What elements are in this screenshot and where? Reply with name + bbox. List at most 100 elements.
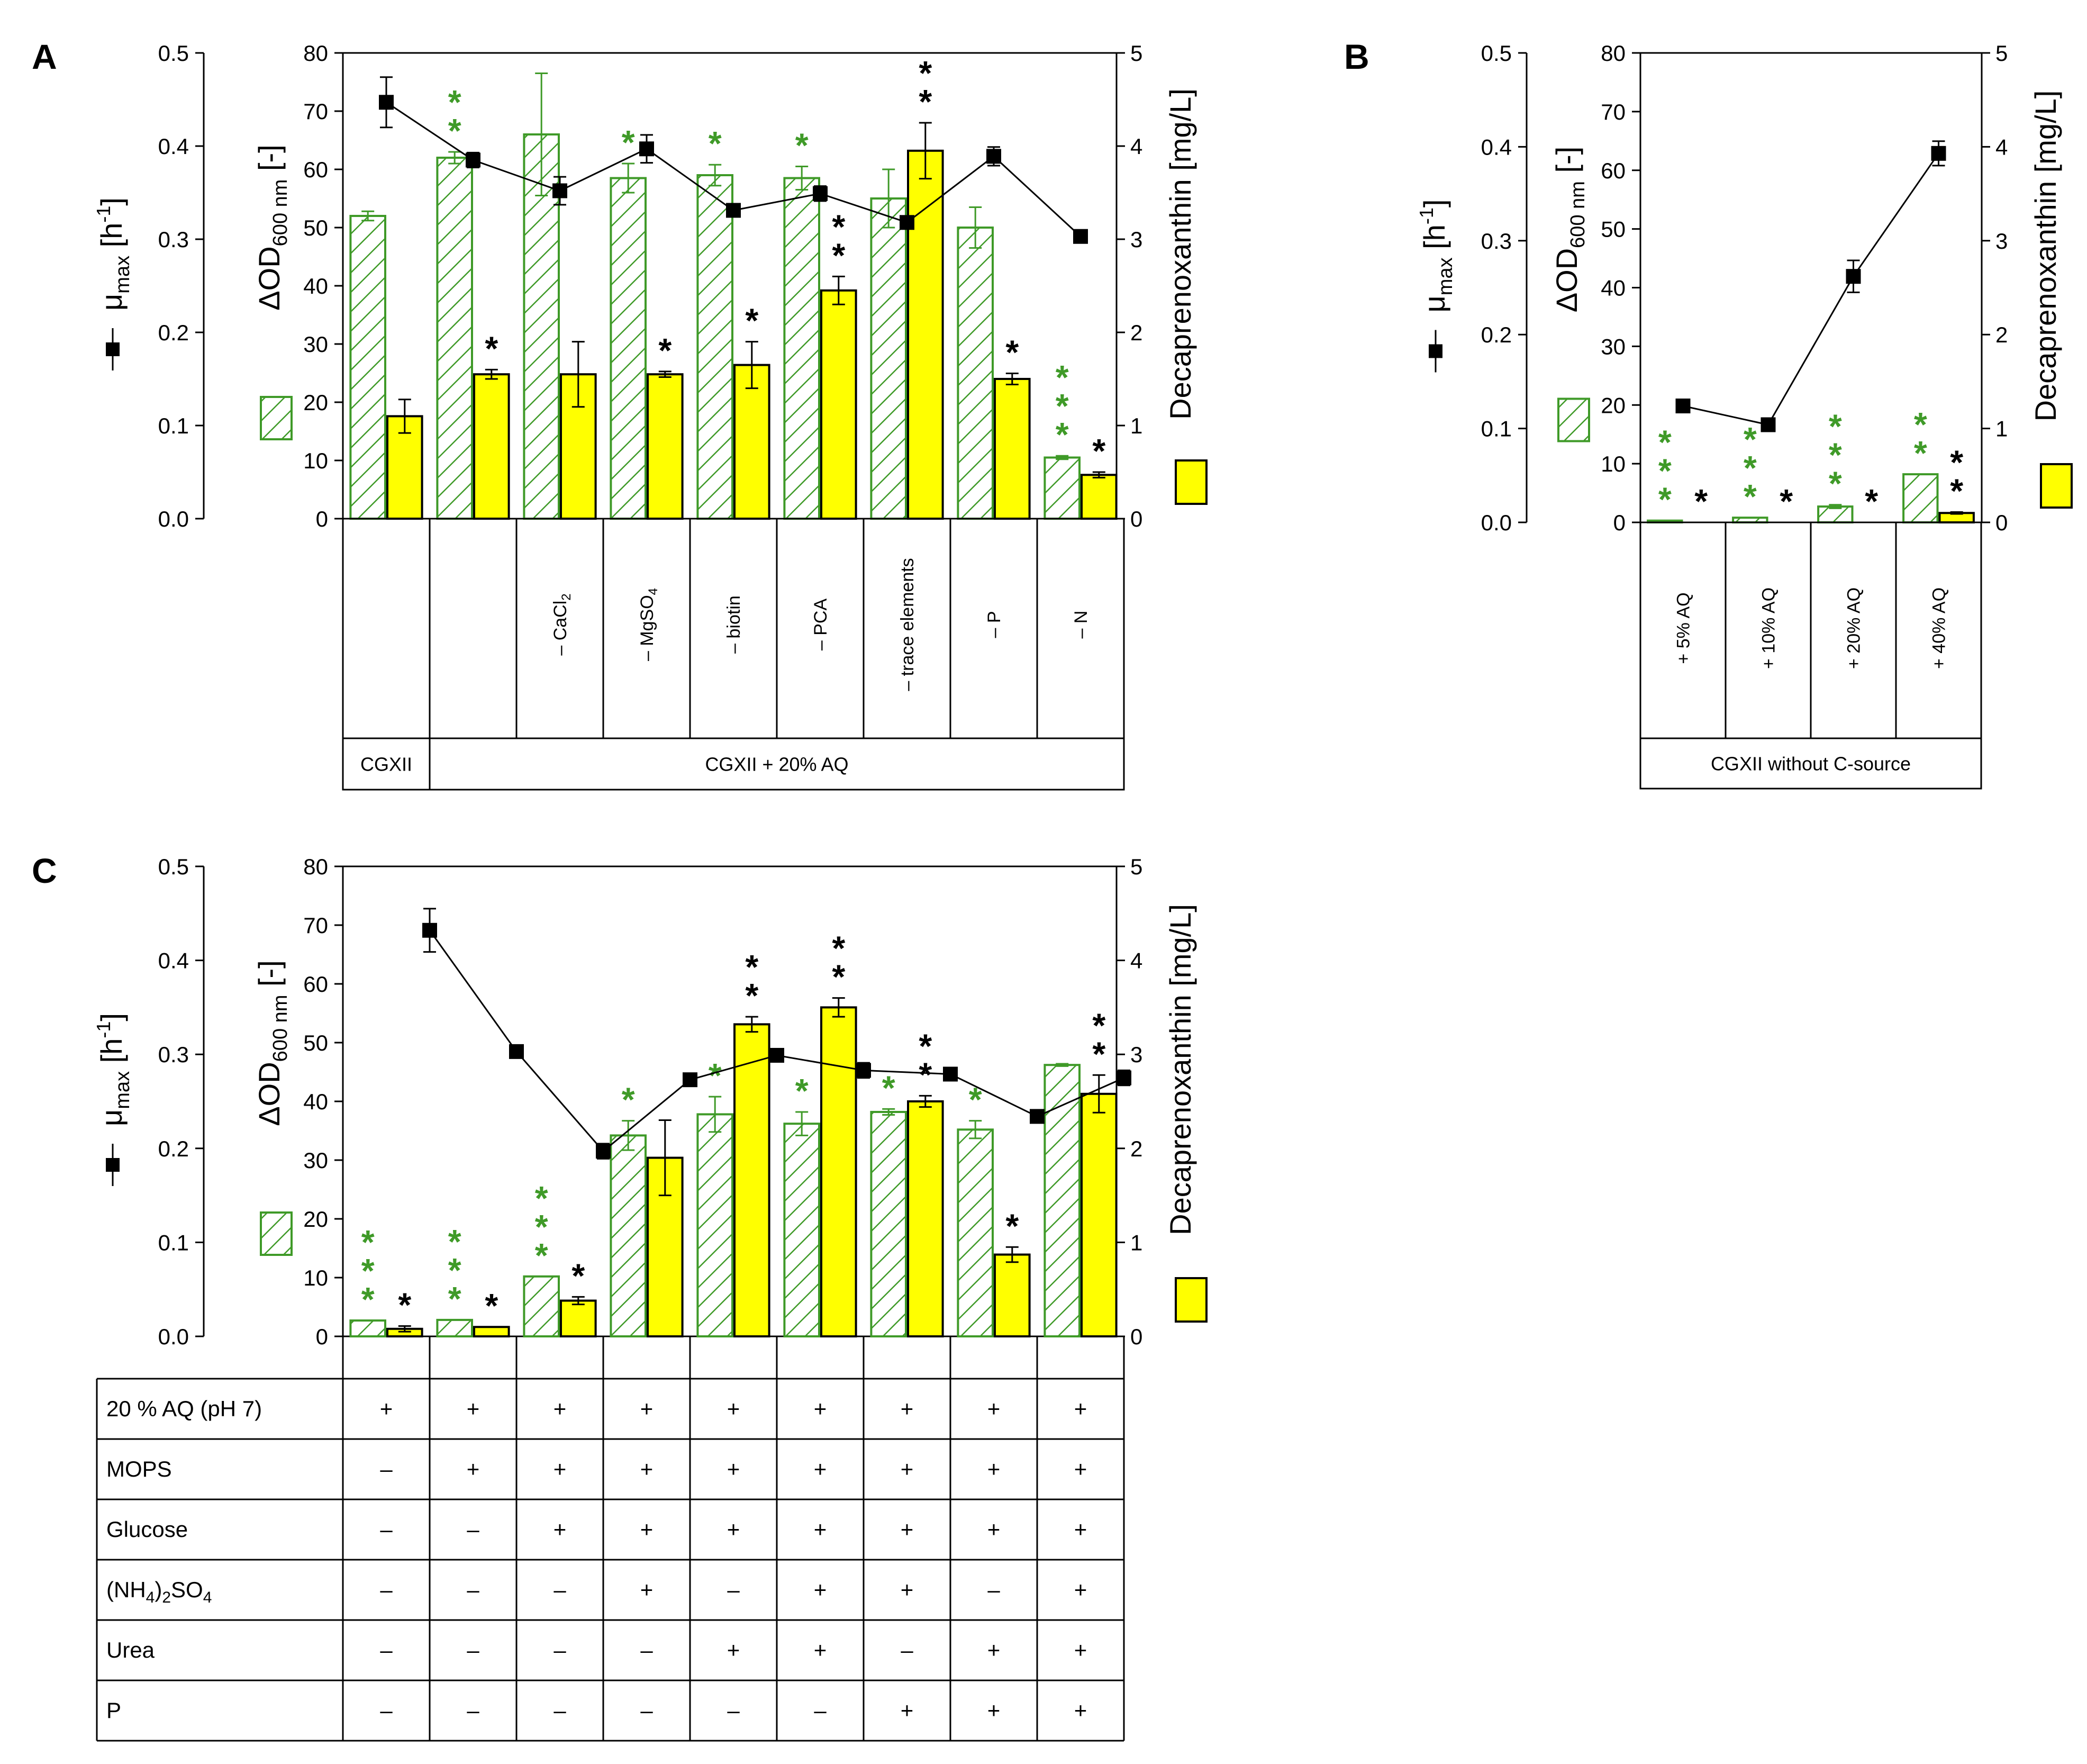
- deca-significance-star: *: [1865, 482, 1878, 520]
- od-significance-star: *: [1744, 420, 1757, 458]
- deca-significance-star: *: [919, 1055, 932, 1093]
- mu-tick-label: 0.5: [158, 854, 189, 879]
- table-cell: –: [467, 1577, 479, 1602]
- od-significance-star: *: [1658, 423, 1672, 462]
- panel-label: B: [1344, 37, 1369, 76]
- mu-point: [943, 1066, 958, 1082]
- table-row-label-text: ): [155, 1577, 162, 1602]
- od-legend-swatch: [260, 1211, 293, 1256]
- table-cell: +: [1074, 1457, 1087, 1481]
- deca-bar: [1081, 474, 1118, 520]
- deca-significance-star: *: [1780, 482, 1793, 520]
- od-significance-star: *: [622, 1081, 635, 1119]
- od-tick-label: 20: [303, 390, 328, 415]
- od-significance-star: *: [795, 126, 809, 165]
- od-significance-star: *: [1829, 465, 1842, 503]
- mu-tick-label: 0.0: [158, 1324, 189, 1349]
- od-significance-star: *: [1658, 481, 1672, 519]
- deca-tick-label: 0: [1130, 506, 1142, 531]
- mu-point: [1931, 146, 1946, 161]
- category-table: [342, 518, 1125, 791]
- deca-tick-label: 0: [1130, 1324, 1142, 1349]
- od-significance-star: *: [1658, 452, 1672, 490]
- deca-legend-swatch: [1175, 459, 1208, 505]
- od-tick-label: 40: [303, 274, 328, 298]
- deca-tick-label: 4: [1130, 134, 1142, 159]
- table-cell: –: [380, 1457, 393, 1481]
- deca-legend-swatch: [1175, 1277, 1208, 1323]
- deca-significance-star: *: [745, 302, 758, 340]
- table-cell: –: [727, 1577, 740, 1602]
- mu-tick-label: 0.5: [158, 41, 189, 66]
- od-bar: [436, 1318, 474, 1337]
- deca-tick-label: 1: [1995, 417, 2008, 441]
- mu-tick-label: 0.1: [158, 1230, 189, 1255]
- od-tick-label: 30: [303, 1148, 328, 1173]
- mu-tick-label: 0.4: [158, 134, 189, 159]
- table-cell: +: [640, 1396, 654, 1421]
- table-cell: –: [553, 1698, 566, 1723]
- category-label-subscript: 2: [559, 593, 574, 600]
- od-significance-star: *: [448, 1223, 461, 1261]
- od-bar: [957, 1128, 994, 1338]
- category-label-text: – P: [984, 611, 1004, 638]
- od-tick-label: 50: [303, 215, 328, 240]
- deca-significance-star: *: [571, 1256, 585, 1295]
- mu-line: [1683, 152, 1939, 426]
- mu-superscript: -1: [1415, 207, 1437, 224]
- deca-significance-star: *: [1005, 333, 1019, 371]
- deca-bar: [907, 1100, 944, 1337]
- od-tick-label: 40: [1601, 276, 1626, 301]
- category-label-text: + 5% AQ: [1674, 592, 1694, 664]
- table-cell: +: [987, 1517, 1001, 1542]
- od-significance-star: *: [1056, 387, 1069, 425]
- category-label: – biotin: [724, 595, 744, 654]
- od-bar: [1902, 473, 1939, 524]
- mu-tick-label: 0.4: [158, 948, 189, 973]
- od-bar: [349, 215, 387, 520]
- od-bar: [523, 1275, 560, 1338]
- table-row-label: Urea: [106, 1638, 155, 1662]
- category-label: – trace elements: [897, 558, 918, 691]
- od-tick-label: 10: [1601, 451, 1626, 476]
- mu-symbol: μ: [95, 294, 128, 311]
- mu-legend-square: [1429, 344, 1442, 358]
- deca-bar: [907, 149, 944, 520]
- od-legend-swatch: [260, 396, 293, 440]
- od-bar: [610, 177, 647, 520]
- deca-significance-star: *: [485, 1287, 498, 1325]
- table-cell: –: [553, 1638, 566, 1662]
- mu-tick-label: 0.5: [1481, 41, 1512, 66]
- od-significance-star: *: [448, 112, 461, 150]
- table-cell: +: [467, 1457, 480, 1481]
- od-significance-star: *: [1829, 408, 1842, 446]
- table-cell: +: [727, 1638, 740, 1662]
- table-cell: –: [380, 1517, 393, 1542]
- table-cell: +: [814, 1457, 827, 1481]
- mu-superscript: -1: [93, 206, 114, 223]
- od-significance-star: *: [361, 1280, 375, 1318]
- od-significance-star: *: [361, 1252, 375, 1290]
- od-significance-star: *: [1914, 405, 1927, 444]
- table-row-label-subscript: 4: [146, 1589, 155, 1606]
- panel-a: A 0.0 0.1 0.2 0.3 0.4 0.5 0 10 20 30 40 50 60 70 80 0 1 2 3…: [32, 37, 1208, 791]
- od-significance-star: *: [448, 1251, 461, 1289]
- table-cell: +: [814, 1577, 827, 1602]
- table-cell: +: [901, 1517, 914, 1542]
- table-cell: –: [380, 1698, 393, 1723]
- table-cell: +: [553, 1396, 567, 1421]
- od-significance-star: *: [1744, 449, 1757, 487]
- mu-point: [900, 215, 914, 230]
- od-tick-label: 10: [303, 1265, 328, 1290]
- mu-tick-label: 0.1: [158, 413, 189, 438]
- category-label-text: – biotin: [724, 595, 744, 654]
- mu-tick-label: 0.3: [158, 227, 189, 252]
- panel-b: B 0.0 0.1 0.2 0.3 0.4 0.5 0 10 20 30 40 50 60 70 80 0 1 2 3…: [1344, 37, 2073, 790]
- group-label: CGXII: [360, 754, 412, 775]
- od-tick-label: 80: [1601, 41, 1626, 66]
- od-axis-title: ΔOD600 nm [-]: [252, 144, 292, 310]
- mu-tick-label: 0.3: [158, 1042, 189, 1067]
- od-bar: [870, 1110, 908, 1337]
- od-tick-label: 60: [303, 972, 328, 997]
